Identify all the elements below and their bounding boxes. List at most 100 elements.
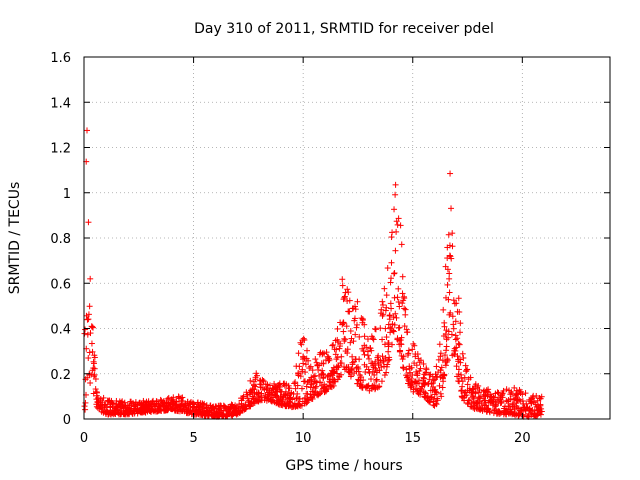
data-point — [441, 371, 448, 378]
data-point — [85, 219, 92, 226]
data-point — [346, 308, 353, 315]
x-axis-label: GPS time / hours — [285, 458, 402, 474]
data-point — [348, 365, 355, 372]
data-point — [366, 369, 373, 376]
data-point — [443, 343, 450, 350]
data-point — [351, 315, 358, 322]
data-point — [337, 340, 344, 347]
data-point — [430, 377, 437, 384]
data-point — [387, 300, 394, 307]
data-point — [378, 364, 385, 371]
data-point — [446, 252, 453, 259]
data-point — [334, 354, 341, 361]
data-point — [247, 377, 254, 384]
data-point — [309, 367, 316, 374]
data-point — [475, 382, 482, 389]
data-point — [317, 379, 324, 386]
plot-frame — [83, 56, 611, 420]
data-point — [395, 298, 402, 305]
data-point — [381, 285, 388, 292]
data-point — [511, 384, 518, 391]
data-point — [300, 335, 307, 342]
data-point — [88, 340, 95, 347]
data-point — [434, 373, 441, 380]
data-point — [319, 367, 326, 374]
data-point — [511, 406, 518, 413]
data-point — [385, 357, 392, 364]
data-point — [330, 382, 337, 389]
data-point — [342, 336, 349, 343]
data-point — [506, 403, 513, 410]
data-point — [452, 318, 459, 325]
data-point — [401, 323, 408, 330]
data-point — [252, 383, 259, 390]
data-point — [389, 341, 396, 348]
data-point — [358, 374, 365, 381]
data-point — [277, 383, 284, 390]
data-point — [91, 371, 98, 378]
data-point — [507, 395, 514, 402]
data-point — [388, 305, 395, 312]
data-point — [304, 390, 311, 397]
data-point — [345, 364, 352, 371]
data-point — [361, 321, 368, 328]
data-point — [355, 368, 362, 375]
y-tick-label: 1.2 — [50, 142, 71, 157]
data-point — [304, 347, 311, 354]
data-point — [433, 389, 440, 396]
data-point — [305, 357, 312, 364]
data-point — [447, 170, 454, 177]
data-point — [426, 376, 433, 383]
data-point — [537, 401, 544, 408]
data-point — [392, 191, 399, 198]
data-point — [359, 317, 366, 324]
data-point — [343, 323, 350, 330]
data-point — [400, 365, 407, 372]
data-point — [122, 403, 129, 410]
data-point — [370, 336, 377, 343]
data-point — [386, 312, 393, 319]
x-tick-label: 10 — [295, 431, 312, 446]
data-point — [394, 294, 401, 301]
data-point — [344, 350, 351, 357]
data-point — [538, 405, 545, 412]
data-point — [287, 399, 294, 406]
data-point — [350, 338, 357, 345]
data-point — [517, 388, 524, 395]
y-axis-label: SRMTID / TECUs — [7, 182, 23, 295]
data-point — [398, 241, 405, 248]
data-point — [450, 325, 457, 332]
data-point — [85, 355, 92, 362]
data-point — [445, 334, 452, 341]
y-tick-label: 0.8 — [50, 232, 71, 247]
data-point — [456, 308, 463, 315]
data-point — [449, 243, 456, 250]
data-point — [401, 295, 408, 302]
data-point — [320, 374, 327, 381]
data-point — [452, 336, 459, 343]
data-point — [378, 378, 385, 385]
data-point — [383, 334, 390, 341]
data-point — [390, 327, 397, 334]
data-point — [458, 388, 465, 395]
data-point — [360, 377, 367, 384]
data-point — [373, 377, 380, 384]
y-tick-label: 1.4 — [50, 96, 71, 111]
grid-lines — [84, 57, 610, 419]
data-point — [390, 314, 397, 321]
data-point — [390, 328, 397, 335]
data-point — [388, 275, 395, 282]
data-point — [378, 306, 385, 313]
data-point — [289, 396, 296, 403]
data-point — [376, 383, 383, 390]
data-point — [356, 333, 363, 340]
data-point — [295, 350, 302, 357]
data-point — [453, 363, 460, 370]
data-point — [86, 349, 93, 356]
data-point — [439, 384, 446, 391]
data-point — [260, 378, 267, 385]
data-point — [338, 353, 345, 360]
data-point — [381, 341, 388, 348]
data-point — [110, 400, 117, 407]
data-point — [191, 401, 198, 408]
